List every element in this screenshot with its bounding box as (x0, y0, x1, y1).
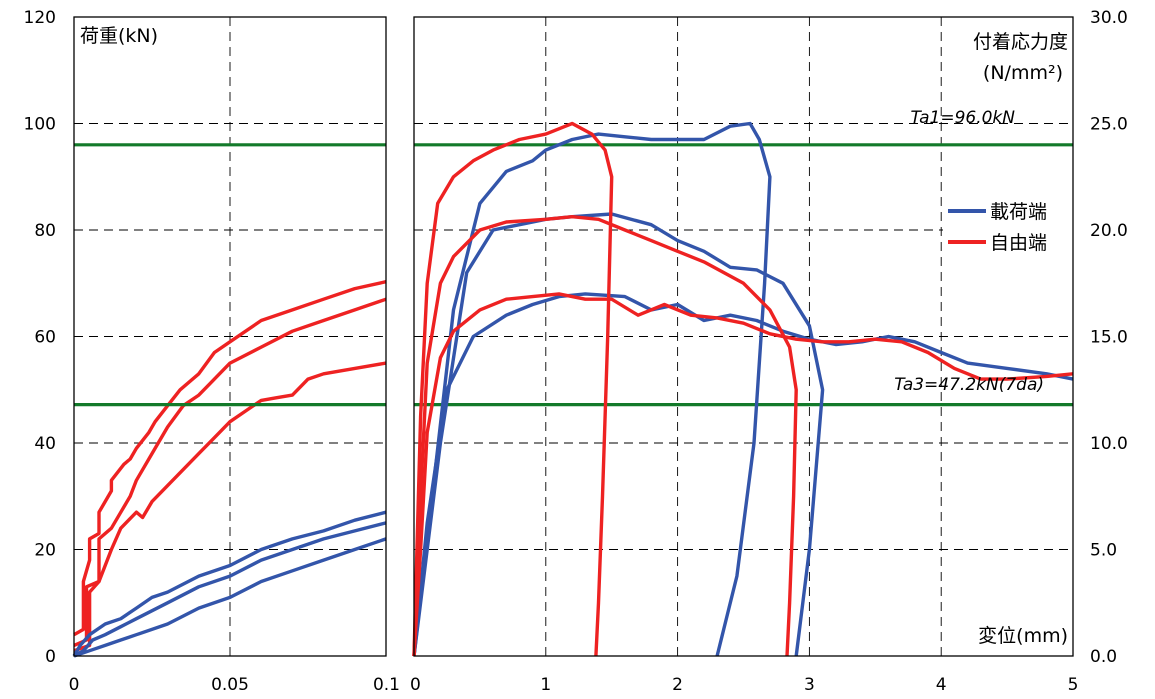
x-tick-label: 0.1 (373, 675, 400, 695)
legend-label-loaded-end: 載荷端 (990, 201, 1047, 223)
left-x-tick-labels: 0 0.05 0.1 (69, 675, 400, 695)
secondary-y-axis-unit: (N/mm²) (983, 62, 1063, 84)
x-axis-label: 変位(mm) (978, 625, 1068, 647)
left-plot-frame (73, 16, 387, 657)
right-reference-lines (414, 143, 1073, 407)
secondary-y-tick-label: 5.0 (1090, 541, 1117, 561)
y-tick-label: 120 (24, 8, 56, 28)
ta1-annotation: Ta1=96.0kN (911, 108, 1016, 128)
series-line (412, 121, 772, 657)
x-tick-label: 0 (69, 675, 80, 695)
series-line (72, 510, 387, 657)
y-axis-label: 荷重(kN) (80, 25, 158, 47)
series-line (412, 121, 614, 657)
secondary-y-tick-label: 15.0 (1090, 328, 1128, 348)
secondary-y-tick-label: 0.0 (1090, 647, 1117, 667)
secondary-y-tick-label: 30.0 (1090, 8, 1128, 28)
secondary-y-tick-label: 20.0 (1090, 221, 1128, 241)
legend-box (943, 192, 1071, 258)
legend: 載荷端 自由端 (943, 192, 1071, 258)
x-tick-label: 3 (804, 675, 815, 695)
right-series (412, 121, 1074, 657)
series-line (412, 292, 1074, 657)
secondary-y-tick-label: 25.0 (1090, 115, 1128, 135)
secondary-y-tick-labels: 0.0 5.0 10.0 15.0 20.0 25.0 30.0 (1090, 8, 1128, 667)
series-line (412, 212, 825, 657)
ta3-annotation: Ta3=47.2kN(7da) (894, 375, 1044, 395)
series-line (73, 297, 387, 647)
x-tick-label: 0 (410, 675, 421, 695)
left-gridlines (74, 17, 386, 656)
left-y-tick-labels: 0 20 40 60 80 100 120 (24, 8, 56, 667)
right-plot-frame (413, 16, 1074, 657)
secondary-y-tick-label: 10.0 (1090, 434, 1128, 454)
series-line (73, 361, 387, 653)
series-line (412, 215, 798, 657)
secondary-y-axis-label: 付着応力度 (973, 31, 1068, 53)
right-gridlines (414, 17, 1073, 656)
legend-label-free-end: 自由端 (990, 232, 1047, 254)
left-reference-lines (74, 143, 386, 407)
y-tick-label: 20 (34, 541, 56, 561)
right-x-tick-labels: 0 1 2 3 4 5 (410, 675, 1078, 695)
y-tick-label: 40 (34, 434, 56, 454)
x-tick-label: 5 (1068, 675, 1079, 695)
y-tick-label: 60 (34, 328, 56, 348)
y-tick-label: 0 (45, 647, 56, 667)
x-tick-label: 2 (672, 675, 683, 695)
series-line (73, 521, 387, 658)
series-line (73, 280, 387, 637)
left-panel: 0 20 40 60 80 100 120 0 0.05 0.1 荷重(kN) (24, 8, 400, 695)
series-line (73, 537, 387, 658)
y-tick-label: 80 (34, 221, 56, 241)
y-tick-label: 100 (24, 115, 56, 135)
left-series (72, 280, 387, 658)
x-tick-label: 4 (936, 675, 947, 695)
x-tick-label: 0.05 (211, 675, 249, 695)
series-line (412, 292, 1074, 657)
x-tick-label: 1 (540, 675, 551, 695)
